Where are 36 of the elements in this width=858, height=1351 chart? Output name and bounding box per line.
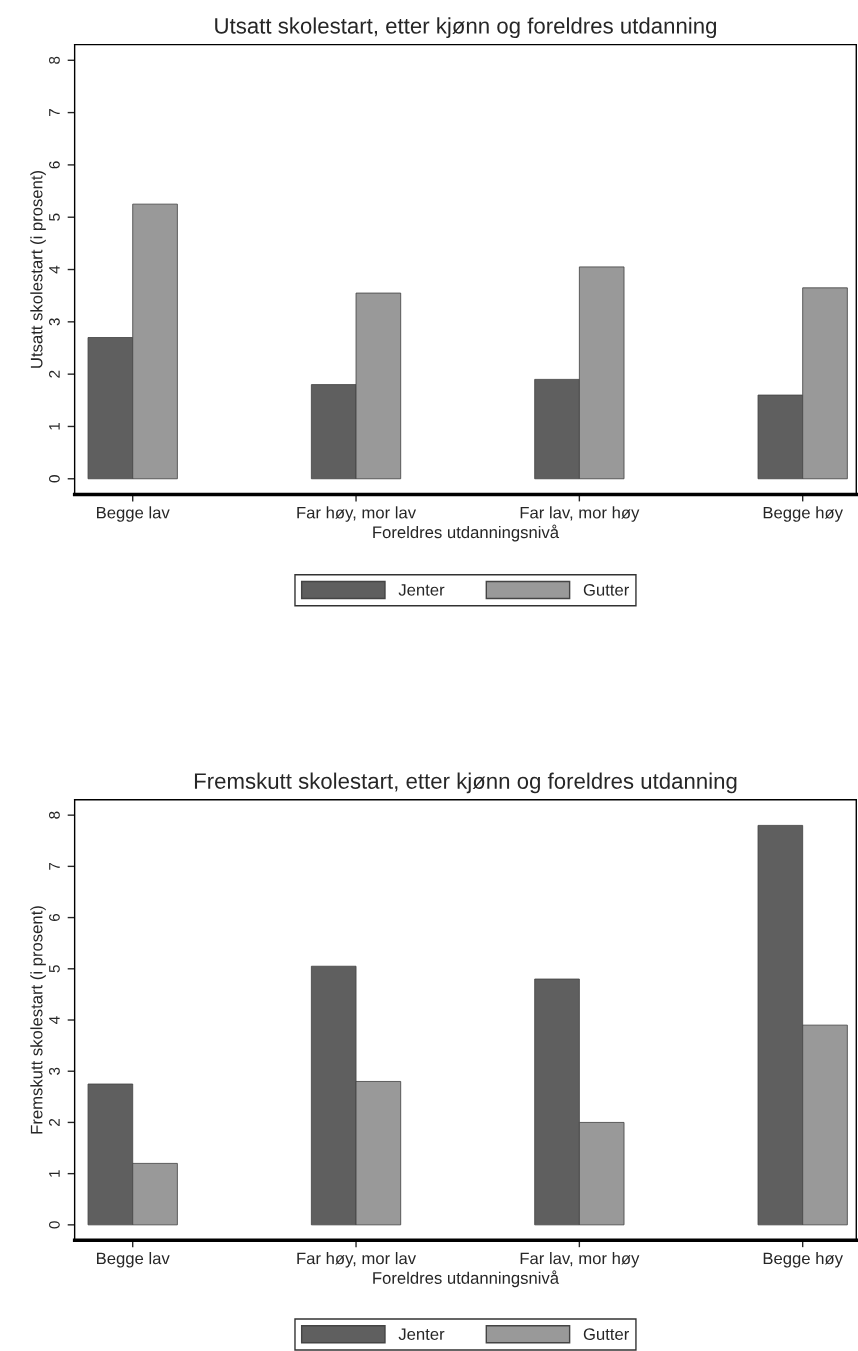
- x-axis-title: Foreldres utdanningsnivå: [373, 524, 560, 542]
- chart-title: Fremskutt skolestart, etter kjønn og foreldres utdanning: [194, 772, 737, 794]
- y-tick-label: 0: [49, 475, 60, 483]
- y-tick-label: 4: [49, 265, 60, 274]
- x-tick-label: Begge lav: [97, 1252, 170, 1268]
- y-axis-title: Fremskutt skolestart (i prosent): [30, 906, 46, 1134]
- x-tick-label: Begge høy: [763, 506, 843, 522]
- y-tick-label: 8: [49, 811, 60, 819]
- legend-label: Gutter: [583, 583, 630, 596]
- x-tick-label: Far høy, mor lav: [297, 1252, 417, 1268]
- y-tick-label: 1: [49, 1170, 60, 1177]
- y-tick-label: 5: [49, 213, 60, 221]
- y-tick-label: 5: [49, 965, 60, 973]
- y-tick-label: 8: [49, 56, 60, 64]
- legend-label: Jenter: [398, 1328, 445, 1341]
- x-tick-label: Far høy, mor lav: [297, 506, 417, 522]
- y-tick-label: 2: [49, 370, 60, 378]
- x-tick-label: Far lav, mor høy: [520, 1252, 640, 1268]
- y-tick-label: 4: [49, 1016, 60, 1024]
- x-axis-title: Foreldres utdanningsnivå: [373, 1270, 560, 1288]
- y-tick-label: 6: [49, 161, 60, 169]
- y-axis-title: Utsatt skolestart (i prosent): [30, 170, 46, 368]
- y-tick-label: 3: [49, 318, 60, 326]
- y-tick-label: 0: [49, 1221, 60, 1229]
- y-tick-label: 1: [49, 422, 60, 430]
- y-tick-label: 6: [49, 914, 60, 922]
- x-tick-label: Begge høy: [763, 1252, 843, 1268]
- chart-title: Utsatt skolestart, etter kjønn og foreldres utdanning: [215, 17, 717, 39]
- x-tick-label: Begge lav: [97, 506, 170, 522]
- y-tick-label: 3: [49, 1067, 60, 1075]
- y-tick-label: 2: [49, 1118, 60, 1126]
- legend-label: Gutter: [583, 1328, 630, 1341]
- legend-label: Jenter: [398, 584, 445, 596]
- y-tick-label: 7: [49, 862, 60, 870]
- y-tick-label: 7: [49, 109, 60, 117]
- x-tick-label: Far lav, mor høy: [520, 506, 640, 522]
